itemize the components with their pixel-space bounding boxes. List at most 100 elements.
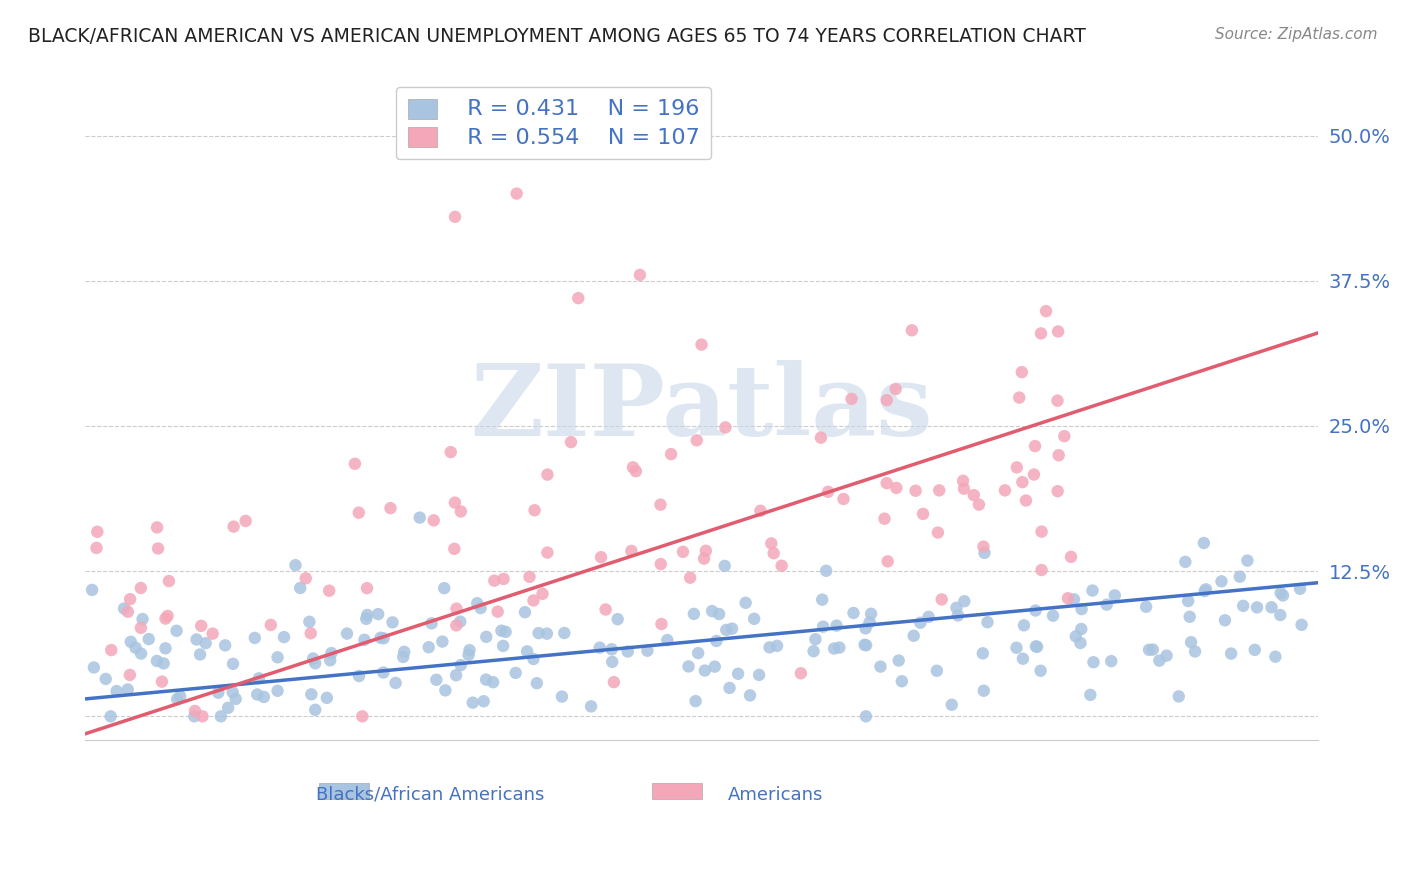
Legend:   R = 0.431    N = 196,   R = 0.554    N = 107: R = 0.431 N = 196, R = 0.554 N = 107 [396, 87, 711, 160]
Point [184, 704, 207, 718]
Point [595, 602, 617, 616]
Point [589, 640, 612, 655]
Point [446, 601, 468, 615]
Point [650, 617, 672, 632]
Point [1270, 586, 1292, 600]
Point [967, 498, 990, 512]
Point [931, 592, 953, 607]
Point [457, 648, 479, 662]
Point [444, 495, 467, 509]
Point [373, 665, 395, 680]
Point [817, 484, 839, 499]
Point [235, 514, 257, 528]
Point [138, 632, 160, 646]
Point [1289, 582, 1312, 596]
Point [105, 684, 128, 698]
Point [876, 476, 898, 491]
Point [762, 546, 785, 560]
Point [190, 619, 212, 633]
Point [225, 692, 247, 706]
Point [222, 519, 245, 533]
Point [380, 501, 402, 516]
Point [1060, 549, 1083, 564]
Point [247, 671, 270, 685]
Point [1195, 582, 1218, 597]
Point [1229, 569, 1251, 583]
Point [901, 323, 924, 337]
FancyBboxPatch shape [319, 782, 368, 799]
Point [214, 638, 236, 652]
Point [304, 657, 326, 671]
Point [706, 634, 728, 648]
Point [1194, 584, 1216, 599]
Point [766, 639, 789, 653]
Point [1174, 555, 1197, 569]
Point [343, 457, 366, 471]
Point [742, 612, 765, 626]
Point [394, 645, 416, 659]
Point [475, 630, 498, 644]
Point [700, 604, 723, 618]
Point [253, 690, 276, 704]
Point [367, 607, 389, 621]
Point [946, 608, 969, 623]
Point [1099, 654, 1122, 668]
Point [953, 482, 976, 496]
Point [884, 382, 907, 396]
Point [718, 681, 741, 695]
Point [100, 709, 122, 723]
Point [841, 392, 863, 406]
Point [941, 698, 963, 712]
Point [433, 581, 456, 595]
Point [690, 337, 713, 351]
Point [82, 582, 104, 597]
Point [513, 605, 536, 619]
Point [770, 558, 793, 573]
Point [693, 664, 716, 678]
Point [124, 640, 146, 655]
Point [94, 672, 117, 686]
Point [925, 664, 948, 678]
Point [516, 644, 538, 658]
Point [443, 541, 465, 556]
Point [475, 673, 498, 687]
Point [440, 445, 463, 459]
Point [492, 639, 515, 653]
Point [449, 615, 471, 629]
Point [519, 570, 541, 584]
Point [522, 652, 544, 666]
Point [420, 616, 443, 631]
Point [1149, 654, 1171, 668]
Point [319, 653, 342, 667]
Point [118, 668, 141, 682]
Point [522, 593, 544, 607]
Point [1042, 608, 1064, 623]
Point [688, 646, 710, 660]
Point [299, 626, 322, 640]
Point [721, 622, 744, 636]
Point [470, 601, 492, 615]
Point [1022, 467, 1045, 482]
Point [855, 709, 877, 723]
Point [869, 659, 891, 673]
Point [315, 690, 337, 705]
Point [716, 623, 738, 637]
Point [560, 435, 582, 450]
Point [910, 615, 932, 630]
Point [536, 467, 558, 482]
Point [973, 683, 995, 698]
Point [495, 624, 517, 639]
Point [304, 703, 326, 717]
Point [703, 659, 725, 673]
Point [1029, 326, 1052, 341]
Point [157, 574, 180, 588]
Point [354, 612, 377, 626]
Point [650, 498, 672, 512]
Point [683, 607, 706, 621]
Point [472, 694, 495, 708]
Point [579, 699, 602, 714]
Point [83, 660, 105, 674]
Point [1260, 600, 1282, 615]
Point [356, 581, 378, 595]
Point [243, 631, 266, 645]
